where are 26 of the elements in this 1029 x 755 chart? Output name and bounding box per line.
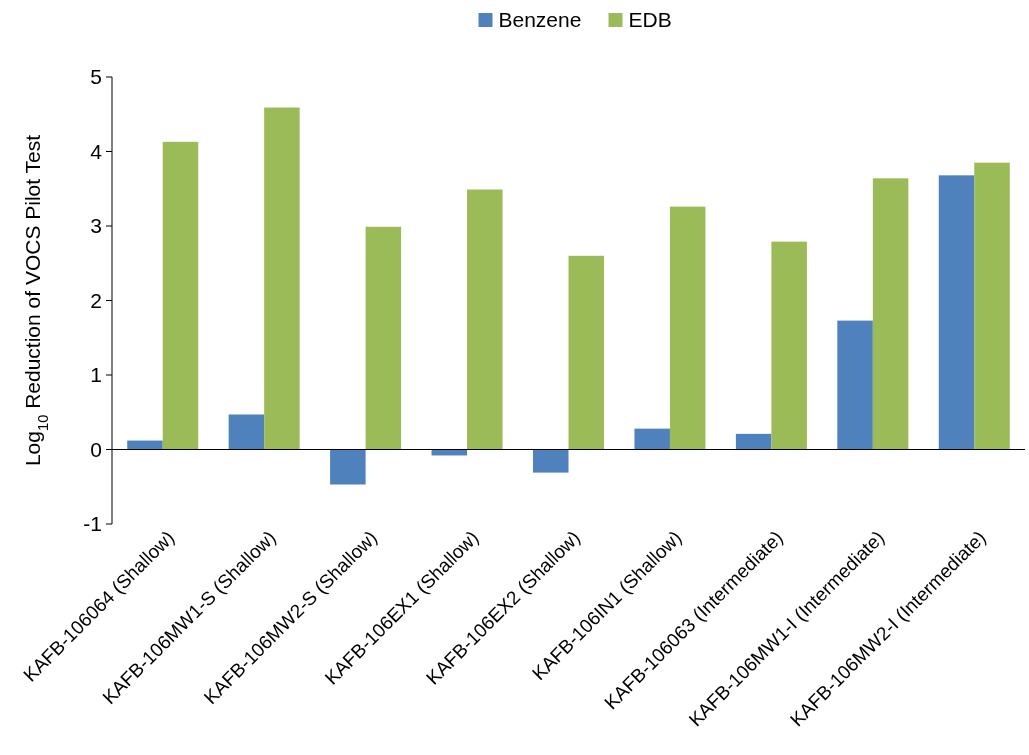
bar	[228, 414, 265, 450]
bar	[974, 162, 1010, 450]
y-tick-label: 1	[90, 363, 102, 387]
bar	[735, 433, 772, 450]
bar	[634, 428, 670, 450]
bar	[837, 320, 873, 450]
y-tick-label: 4	[90, 139, 103, 163]
legend-label: EDB	[628, 8, 672, 32]
y-tick-label: 2	[90, 288, 102, 312]
legend-label: Benzene	[498, 8, 582, 32]
bar	[938, 175, 975, 450]
bar	[669, 206, 706, 450]
bar	[872, 178, 909, 450]
y-tick-label: 5	[90, 65, 102, 89]
y-tick-label: -1	[83, 512, 102, 536]
bar	[162, 141, 199, 450]
bar	[127, 440, 163, 450]
bar	[532, 449, 569, 473]
bar	[771, 241, 807, 450]
bar	[365, 226, 402, 450]
bar	[467, 189, 503, 450]
bar	[568, 255, 605, 450]
y-tick-label: 3	[90, 214, 102, 238]
y-tick-label: 0	[90, 437, 102, 461]
bar	[330, 449, 366, 485]
bar	[264, 107, 300, 450]
